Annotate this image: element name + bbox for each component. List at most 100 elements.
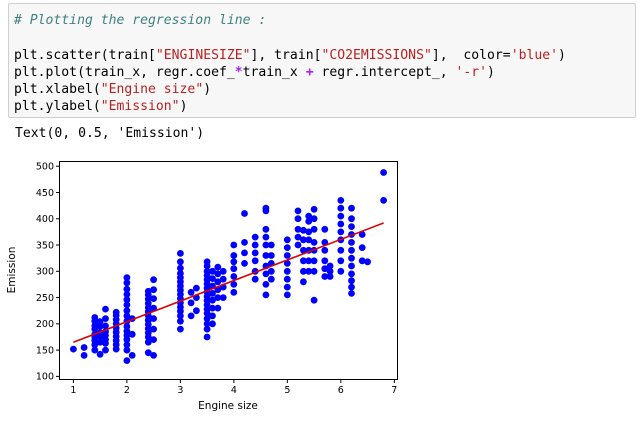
scatter-point bbox=[203, 258, 211, 266]
scatter-point bbox=[102, 346, 109, 354]
scatter-point bbox=[300, 236, 307, 244]
scatter-point bbox=[267, 267, 275, 275]
scatter-point bbox=[321, 225, 329, 233]
scatter-point bbox=[267, 275, 275, 283]
scatter-point bbox=[262, 225, 270, 233]
scatter-point bbox=[300, 267, 307, 275]
y-tick-label: 300 bbox=[36, 267, 54, 278]
scatter-point bbox=[283, 236, 291, 244]
scatter-point bbox=[123, 307, 131, 315]
scatter-point bbox=[187, 299, 195, 307]
scatter-point bbox=[305, 212, 313, 220]
scatter-point bbox=[283, 244, 291, 251]
x-tick-label: 7 bbox=[391, 385, 397, 396]
scatter-point bbox=[230, 265, 238, 273]
scatter-point bbox=[305, 228, 313, 236]
scatter-point bbox=[251, 257, 259, 265]
scatter-point bbox=[144, 338, 152, 346]
scatter-point bbox=[96, 338, 104, 346]
scatter-point bbox=[251, 233, 259, 241]
scatter-point bbox=[358, 231, 366, 238]
scatter-point bbox=[241, 239, 248, 246]
scatter-point bbox=[305, 236, 313, 244]
scatter-point bbox=[80, 352, 88, 359]
scatter-point bbox=[310, 215, 318, 223]
scatter-point bbox=[144, 349, 152, 357]
scatter-point bbox=[123, 346, 131, 354]
y-tick-label: 400 bbox=[36, 214, 54, 225]
y-tick-label: 250 bbox=[36, 293, 54, 304]
x-tick-label: 1 bbox=[70, 385, 76, 396]
scatter-point bbox=[364, 258, 371, 266]
scatter-point bbox=[337, 220, 345, 228]
scatter-point bbox=[310, 267, 318, 275]
scatter-point bbox=[300, 278, 307, 286]
scatter-point bbox=[203, 333, 211, 341]
scatter-point bbox=[262, 270, 270, 278]
scatter-point bbox=[283, 291, 291, 299]
scatter-point bbox=[262, 233, 270, 241]
x-tick-label: 6 bbox=[338, 385, 344, 396]
scatter-point bbox=[214, 304, 222, 312]
scatter-point bbox=[241, 260, 248, 267]
scatter-point bbox=[337, 204, 345, 212]
scatter-point bbox=[209, 320, 216, 328]
scatter-point bbox=[321, 246, 329, 254]
scatter-point bbox=[209, 296, 216, 304]
scatter-point bbox=[300, 246, 307, 254]
scatter-point bbox=[348, 290, 355, 297]
scatter-point bbox=[96, 350, 104, 358]
scatter-point bbox=[337, 246, 345, 254]
scatter-point bbox=[294, 207, 302, 215]
scatter-point bbox=[230, 241, 238, 249]
scatter-point bbox=[80, 344, 88, 351]
scatter-point bbox=[348, 262, 355, 270]
scatter-point bbox=[348, 283, 355, 291]
scatter-point bbox=[310, 296, 318, 304]
scatter-point bbox=[251, 241, 259, 249]
scatter-point bbox=[305, 218, 313, 225]
scatter-point bbox=[230, 288, 238, 296]
scatter-point bbox=[267, 241, 275, 249]
scatter-point bbox=[203, 315, 211, 322]
scatter-point bbox=[193, 284, 200, 292]
scatter-point bbox=[150, 352, 158, 359]
scatter-point bbox=[348, 239, 355, 246]
scatter-point bbox=[294, 233, 302, 241]
scatter-point bbox=[294, 241, 302, 249]
code-line-scatter: plt.scatter(train["ENGINESIZE"], train["… bbox=[14, 47, 566, 63]
code-editor[interactable]: # Plotting the regression line : plt.sca… bbox=[14, 12, 566, 116]
scatter-point bbox=[283, 283, 291, 291]
y-axis-label: Emission bbox=[6, 247, 18, 294]
scatter-point bbox=[321, 257, 329, 265]
scatter-point bbox=[230, 281, 238, 288]
code-line-xlabel: plt.xlabel("Engine size") bbox=[14, 82, 212, 98]
y-tick-label: 100 bbox=[36, 372, 54, 383]
scatter-point bbox=[337, 267, 345, 275]
scatter-point bbox=[123, 357, 131, 364]
scatter-point bbox=[321, 265, 329, 273]
scatter-point bbox=[241, 249, 248, 257]
scatter-point bbox=[310, 239, 318, 246]
scatter-point bbox=[262, 291, 270, 299]
scatter-point bbox=[91, 346, 99, 354]
scatter-point bbox=[214, 278, 222, 286]
scatter-point bbox=[102, 315, 109, 322]
regression-line-group bbox=[73, 222, 384, 343]
scatter-point bbox=[305, 257, 313, 265]
scatter-point bbox=[150, 286, 158, 294]
scatter-point bbox=[123, 341, 131, 349]
scatter-point bbox=[294, 225, 302, 233]
scatter-point bbox=[214, 270, 222, 278]
scatter-point bbox=[262, 252, 270, 259]
code-cell[interactable]: # Plotting the regression line : plt.sca… bbox=[8, 3, 636, 118]
scatter-point bbox=[267, 252, 275, 259]
scatter-point bbox=[262, 281, 270, 288]
scatter-point bbox=[326, 273, 334, 280]
scatter-point bbox=[209, 304, 216, 312]
scatter-point bbox=[230, 258, 238, 266]
scatter-point bbox=[150, 325, 158, 333]
scatter-point bbox=[348, 204, 355, 212]
scatter-point bbox=[177, 317, 184, 325]
scatter-point bbox=[70, 345, 77, 353]
